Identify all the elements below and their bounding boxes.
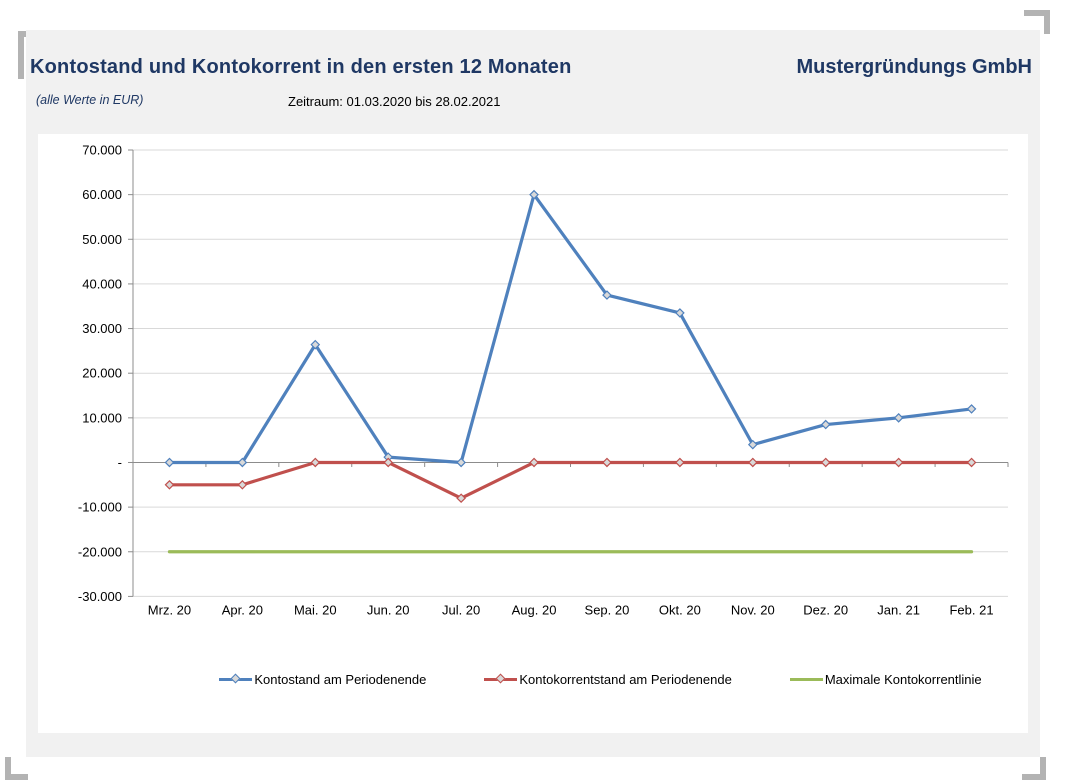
data-point-marker bbox=[966, 457, 977, 468]
data-point-marker bbox=[383, 457, 394, 468]
y-axis-tick-label: 10.000 bbox=[82, 410, 122, 425]
crop-mark-top-right-icon bbox=[1024, 10, 1050, 34]
units-note: (alle Werte in EUR) bbox=[36, 93, 144, 107]
x-axis-tick-label: Mai. 20 bbox=[294, 602, 337, 617]
legend-item: Maximale Kontokorrentlinie bbox=[789, 671, 982, 687]
data-point-marker bbox=[456, 457, 466, 468]
x-axis-tick-label: Nov. 20 bbox=[731, 602, 775, 617]
x-axis-tick-label: Aug. 20 bbox=[512, 602, 557, 617]
report-panel: Kontostand und Kontokorrent in den erste… bbox=[26, 30, 1040, 757]
data-point-marker bbox=[675, 308, 685, 318]
x-axis-tick-label: Mrz. 20 bbox=[148, 602, 191, 617]
data-point-marker bbox=[893, 457, 904, 468]
legend-label: Kontokorrentstand am Periodenende bbox=[519, 671, 732, 687]
y-axis-tick-label: -30.000 bbox=[78, 589, 122, 604]
data-point-marker bbox=[310, 457, 321, 468]
y-axis-tick-label: 60.000 bbox=[82, 187, 122, 202]
data-point-marker bbox=[966, 404, 977, 414]
y-axis-tick-label: 50.000 bbox=[82, 232, 122, 247]
data-point-marker bbox=[456, 493, 466, 504]
x-axis-tick-label: Jul. 20 bbox=[442, 602, 480, 617]
data-point-marker bbox=[237, 457, 248, 468]
legend-marker-icon bbox=[230, 673, 241, 683]
data-point-marker bbox=[675, 457, 685, 468]
data-point-marker bbox=[602, 290, 612, 300]
x-axis-tick-label: Jan. 21 bbox=[877, 602, 920, 617]
series-line bbox=[167, 460, 974, 500]
crop-mark-bottom-left-icon bbox=[5, 757, 28, 780]
crop-mark-bottom-right-icon bbox=[1022, 757, 1046, 780]
x-axis-tick-label: Apr. 20 bbox=[222, 602, 263, 617]
chart-legend: Kontostand am Periodenende Kontokorrentst… bbox=[38, 668, 1028, 690]
y-axis-tick-label: 30.000 bbox=[82, 321, 122, 336]
legend-line-swatch-icon bbox=[789, 677, 823, 681]
data-point-marker bbox=[529, 457, 539, 468]
data-point-marker bbox=[529, 189, 539, 200]
x-axis-tick-label: Sep. 20 bbox=[585, 602, 630, 617]
data-point-marker bbox=[747, 439, 758, 450]
y-axis-tick-label: -20.000 bbox=[78, 544, 122, 559]
data-point-marker bbox=[237, 479, 248, 490]
legend-label: Maximale Kontokorrentlinie bbox=[824, 671, 982, 687]
page-title: Kontostand und Kontokorrent in den erste… bbox=[30, 56, 572, 78]
data-point-marker bbox=[820, 419, 831, 430]
period-label: Zeitraum: 01.03.2020 bis 28.02.2021 bbox=[288, 94, 501, 109]
y-axis-tick-label: 70.000 bbox=[82, 143, 122, 158]
data-point-marker bbox=[602, 457, 612, 468]
y-axis-tick-label: -10.000 bbox=[78, 500, 122, 515]
x-axis-tick-label: Jun. 20 bbox=[367, 602, 410, 617]
chart-container: 70.000 60.000 50.000 40.000 30.000 20.000 10.0… bbox=[38, 134, 1028, 733]
data-point-marker bbox=[164, 479, 175, 490]
chart-canvas: 70.000 60.000 50.000 40.000 30.000 20.000 10.0… bbox=[78, 143, 1009, 617]
data-point-marker bbox=[747, 457, 758, 468]
x-axis-tick-label: Feb. 21 bbox=[949, 602, 993, 617]
data-point-marker bbox=[893, 412, 904, 423]
data-point-marker bbox=[820, 457, 831, 468]
x-axis-tick-label: Dez. 20 bbox=[803, 602, 848, 617]
legend-label: Kontostand am Periodenende bbox=[254, 671, 427, 687]
legend-line-swatch-icon bbox=[219, 673, 253, 683]
data-point-marker bbox=[164, 457, 175, 468]
x-axis-tick-label: Okt. 20 bbox=[659, 602, 701, 617]
legend-item: Kontokorrentstand am Periodenende bbox=[484, 671, 732, 687]
legend-marker-icon bbox=[495, 673, 506, 683]
y-axis-tick-label: 20.000 bbox=[82, 366, 122, 381]
y-axis-tick-label: - bbox=[118, 455, 122, 470]
legend-line-swatch-icon bbox=[484, 673, 518, 683]
y-axis-tick-label: 40.000 bbox=[82, 276, 122, 291]
legend-item: Kontostand am Periodenende bbox=[219, 672, 426, 687]
data-point-marker bbox=[310, 339, 321, 350]
series-line bbox=[167, 193, 974, 465]
company-name: Mustergründungs GmbH bbox=[796, 56, 1032, 78]
